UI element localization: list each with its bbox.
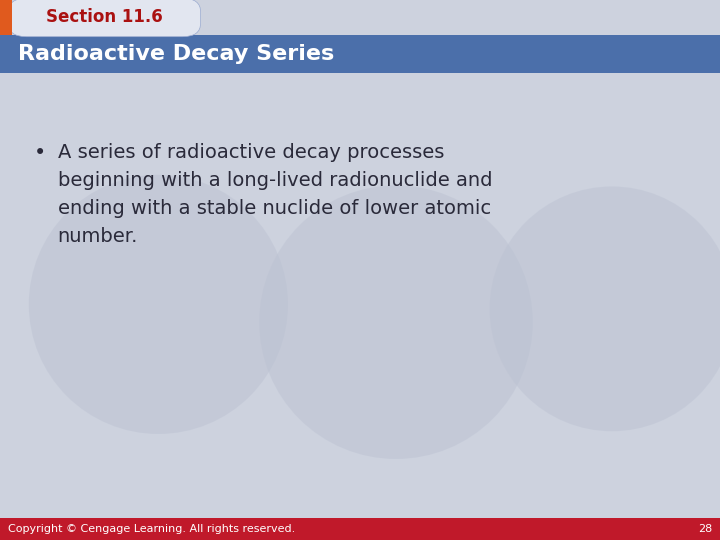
Text: ending with a stable nuclide of lower atomic: ending with a stable nuclide of lower at…	[58, 199, 491, 218]
Text: A series of radioactive decay processes: A series of radioactive decay processes	[58, 143, 444, 162]
Text: 28: 28	[698, 524, 712, 534]
Text: Radioactive Decay Series: Radioactive Decay Series	[18, 44, 334, 64]
Bar	[0, 0, 12, 35]
Bar	[0, 35, 720, 73]
Text: •: •	[34, 143, 46, 163]
Text: Copyright © Cengage Learning. All rights reserved.: Copyright © Cengage Learning. All rights…	[8, 524, 295, 534]
Bar	[0, 73, 720, 518]
Ellipse shape	[29, 175, 288, 434]
Ellipse shape	[490, 186, 720, 431]
FancyBboxPatch shape	[9, 0, 201, 37]
Ellipse shape	[259, 185, 533, 459]
Bar	[0, 518, 720, 540]
Bar	[0, 0, 720, 35]
Text: Section 11.6: Section 11.6	[46, 9, 163, 26]
Text: number.: number.	[58, 227, 138, 246]
Text: beginning with a long-lived radionuclide and: beginning with a long-lived radionuclide…	[58, 171, 492, 190]
